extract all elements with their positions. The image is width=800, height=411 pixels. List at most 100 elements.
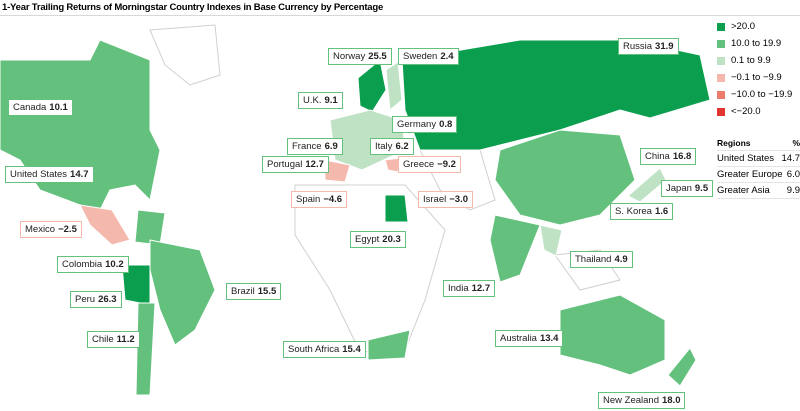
regions-table: Regions % United States 14.7 Greater Europ… [717,135,800,199]
title-rule [0,15,800,16]
legend-item: >20.0 [717,18,792,35]
country-label: Mexico −2.5 [20,221,82,238]
country-label: China 16.8 [640,148,697,165]
greenland [149,24,221,86]
country-value: 6.9 [324,141,338,152]
country-label: Canada 10.1 [8,99,73,116]
country-label: Colombia 10.2 [57,256,129,273]
country-value: 31.9 [655,41,674,52]
country-value: 18.0 [661,395,681,406]
africa [294,184,446,353]
country-name: Israel [423,194,447,205]
country-value: 1.6 [654,206,669,217]
regions-row: United States 14.7 [717,151,800,167]
country-label: Thailand 4.9 [570,251,633,268]
country-label: Germany 0.8 [392,116,458,133]
country-label: Israel −3.0 [418,191,473,208]
legend-item: −10.0 to −19.9 [717,86,792,103]
country-label: Peru 26.3 [70,291,122,308]
new-zealand [667,347,697,387]
region-name: United States [717,153,775,164]
china [494,129,636,226]
india [489,214,541,283]
region-name: Greater Asia [717,185,770,196]
country-name: Egypt [355,234,380,245]
country-value: 12.7 [305,159,324,170]
legend-label: >20.0 [731,21,756,32]
regions-header: Regions % [717,135,800,151]
country-name: New Zealand [603,395,659,406]
region-value: 9.9 [786,185,800,196]
country-name: China [645,151,670,162]
legend-label: 10.0 to 19.9 [731,38,782,49]
country-value: 10.1 [49,102,68,113]
country-label: France 6.9 [287,138,343,155]
country-name: U.K. [303,95,322,106]
country-name: Spain [296,194,321,205]
south-africa [367,329,411,361]
legend-item: 0.1 to 9.9 [717,52,792,69]
country-label: Japan 9.5 [661,180,714,197]
country-label: Italy 6.2 [370,138,414,155]
country-value: 25.5 [368,51,387,62]
region-value: 6.0 [786,169,800,180]
country-label: New Zealand 18.0 [598,392,686,409]
country-label: Brazil 15.5 [226,283,282,300]
sweden [385,61,403,111]
country-value: 20.3 [382,234,401,245]
regions-title: Regions [717,137,751,148]
region-value: 14.7 [781,153,800,164]
country-name: Greece [403,159,435,170]
country-value: 0.8 [439,119,453,130]
country-label: U.K. 9.1 [298,92,343,109]
country-label: United States 14.7 [5,166,94,183]
country-value: 11.2 [116,334,135,345]
country-label: Sweden 2.4 [398,48,459,65]
legend-item: −0.1 to −9.9 [717,69,792,86]
country-name: Portugal [267,159,303,170]
country-name: Brazil [231,286,255,297]
thailand [539,224,563,257]
chile [135,302,156,396]
country-name: S. Korea [615,206,652,217]
country-label: Norway 25.5 [328,48,392,65]
country-value: 6.2 [395,141,409,152]
country-name: Italy [375,141,393,152]
country-label: Spain −4.6 [291,191,348,208]
country-name: Germany [397,119,437,130]
country-value: 2.4 [440,51,454,62]
country-label: Russia 31.9 [618,38,679,55]
country-label: India 12.7 [443,280,496,297]
country-name: Norway [333,51,366,62]
country-value: 16.8 [672,151,692,162]
egypt [384,194,409,223]
mexico [79,204,131,246]
country-value: 12.7 [471,283,491,294]
country-value: 9.1 [324,95,338,106]
country-label: South Africa 15.4 [283,341,366,358]
country-value: 14.7 [70,169,89,180]
country-value: −4.6 [323,194,343,205]
iberia [324,159,351,183]
legend-label: −0.1 to −9.9 [731,72,782,83]
legend-label: −10.0 to −19.9 [731,89,793,100]
legend-swatch [717,22,725,31]
country-name: United States [10,169,68,180]
country-value: −9.2 [437,159,456,170]
country-name: South Africa [288,344,340,355]
regions-row: Greater Europe 6.0 [717,167,800,183]
country-name: India [448,283,469,294]
country-name: Canada [13,102,47,113]
legend-swatch [717,90,725,99]
legend: >20.0 10.0 to 19.9 0.1 to 9.9 −0.1 to −9.9 −… [717,18,792,120]
country-label: Egypt 20.3 [350,231,406,248]
country-label: Australia 13.4 [495,330,564,347]
legend-swatch [717,107,725,116]
brazil [149,239,216,346]
legend-swatch [717,56,725,65]
legend-item: <−20.0 [717,103,792,120]
regions-row: Greater Asia 9.9 [717,183,800,199]
legend-item: 10.0 to 19.9 [717,35,792,52]
countries [0,39,711,396]
